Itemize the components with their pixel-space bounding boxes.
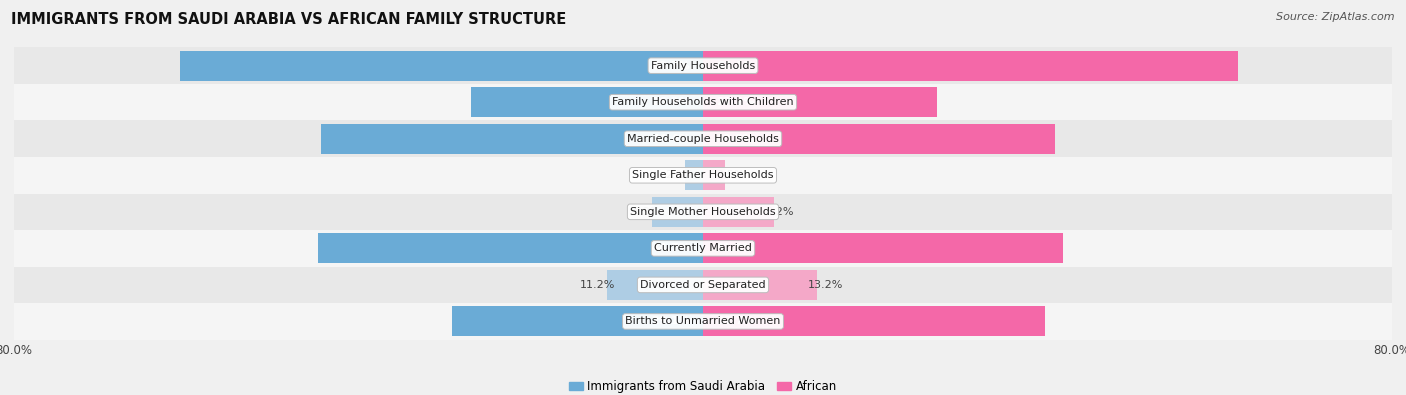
Bar — [606, 270, 703, 300]
Text: Family Households: Family Households — [651, 61, 755, 71]
Bar — [703, 307, 1045, 337]
Bar — [471, 87, 703, 117]
Text: Births to Unmarried Women: Births to Unmarried Women — [626, 316, 780, 326]
Bar — [321, 124, 703, 154]
Text: 44.7%: 44.7% — [651, 243, 690, 253]
Text: 11.2%: 11.2% — [579, 280, 616, 290]
Bar — [703, 124, 1056, 154]
Bar — [703, 233, 1063, 263]
Bar — [703, 197, 773, 227]
Text: 40.9%: 40.9% — [716, 134, 755, 144]
Bar — [180, 51, 703, 81]
Bar — [703, 160, 724, 190]
Bar — [703, 87, 938, 117]
Bar — [14, 157, 1392, 194]
Text: 41.8%: 41.8% — [716, 243, 755, 253]
Bar — [453, 307, 703, 337]
Text: 2.1%: 2.1% — [665, 170, 693, 180]
Text: 8.2%: 8.2% — [765, 207, 793, 217]
Bar — [14, 303, 1392, 340]
Bar — [14, 230, 1392, 267]
Bar — [14, 47, 1392, 84]
Bar — [14, 120, 1392, 157]
Bar — [318, 233, 703, 263]
Text: 26.9%: 26.9% — [651, 97, 690, 107]
Text: 5.9%: 5.9% — [633, 207, 661, 217]
Legend: Immigrants from Saudi Arabia, African: Immigrants from Saudi Arabia, African — [564, 376, 842, 395]
Bar — [703, 270, 817, 300]
Text: Family Households with Children: Family Households with Children — [612, 97, 794, 107]
Text: 2.5%: 2.5% — [716, 170, 744, 180]
Bar — [652, 197, 703, 227]
Text: 60.7%: 60.7% — [651, 61, 690, 71]
Text: 27.2%: 27.2% — [716, 97, 755, 107]
Text: 62.1%: 62.1% — [716, 61, 755, 71]
Text: Single Mother Households: Single Mother Households — [630, 207, 776, 217]
Text: Single Father Households: Single Father Households — [633, 170, 773, 180]
Text: Married-couple Households: Married-couple Households — [627, 134, 779, 144]
Text: 39.7%: 39.7% — [716, 316, 755, 326]
Text: IMMIGRANTS FROM SAUDI ARABIA VS AFRICAN FAMILY STRUCTURE: IMMIGRANTS FROM SAUDI ARABIA VS AFRICAN … — [11, 12, 567, 27]
Bar — [685, 160, 703, 190]
Text: Divorced or Separated: Divorced or Separated — [640, 280, 766, 290]
Text: 13.2%: 13.2% — [808, 280, 844, 290]
Bar — [14, 84, 1392, 120]
Text: Currently Married: Currently Married — [654, 243, 752, 253]
Bar — [703, 51, 1237, 81]
Text: 44.4%: 44.4% — [651, 134, 690, 144]
Bar — [14, 194, 1392, 230]
Text: Source: ZipAtlas.com: Source: ZipAtlas.com — [1277, 12, 1395, 22]
Bar — [14, 267, 1392, 303]
Text: 29.1%: 29.1% — [651, 316, 690, 326]
